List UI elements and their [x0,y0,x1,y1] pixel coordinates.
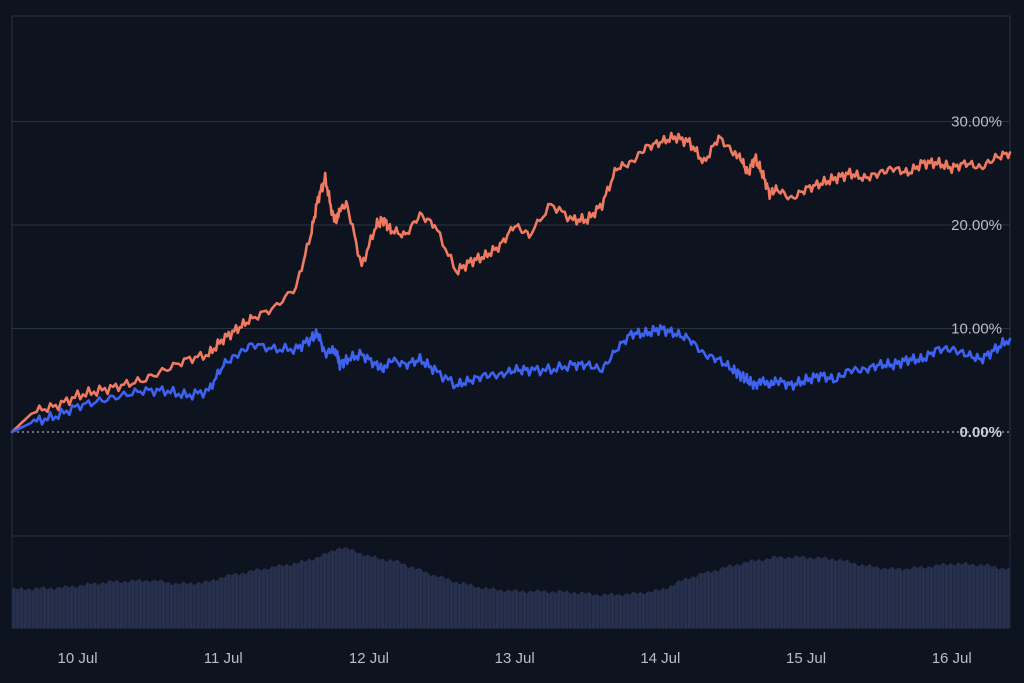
x-tick-label: 13 Jul [495,650,535,667]
y-tick-label: 20.00% [951,217,1002,234]
series-line-orange [10,131,1012,434]
x-tick-label: 12 Jul [349,650,389,667]
y-tick-label: 30.00% [951,114,1002,131]
volume-area [12,546,1010,628]
x-tick-label: 16 Jul [932,650,972,667]
x-tick-label: 15 Jul [786,650,826,667]
x-axis-tick-labels: 10 Jul 11 Jul 12 Jul 13 Jul 14 Jul 15 Jul 16 J… [58,650,972,667]
grid-lines [11,15,1011,629]
x-tick-label: 10 Jul [58,650,98,667]
x-tick-label: 11 Jul [204,650,243,667]
volume-histogram [11,536,1011,628]
y-tick-label: 0.00% [959,424,1002,441]
y-axis-tick-labels: 0.00% 10.00% 20.00% 30.00% [951,114,1002,442]
y-tick-label: 10.00% [951,321,1002,338]
series-line-blue [10,324,1012,434]
x-tick-label: 14 Jul [640,650,680,667]
series-lines [10,131,1012,434]
